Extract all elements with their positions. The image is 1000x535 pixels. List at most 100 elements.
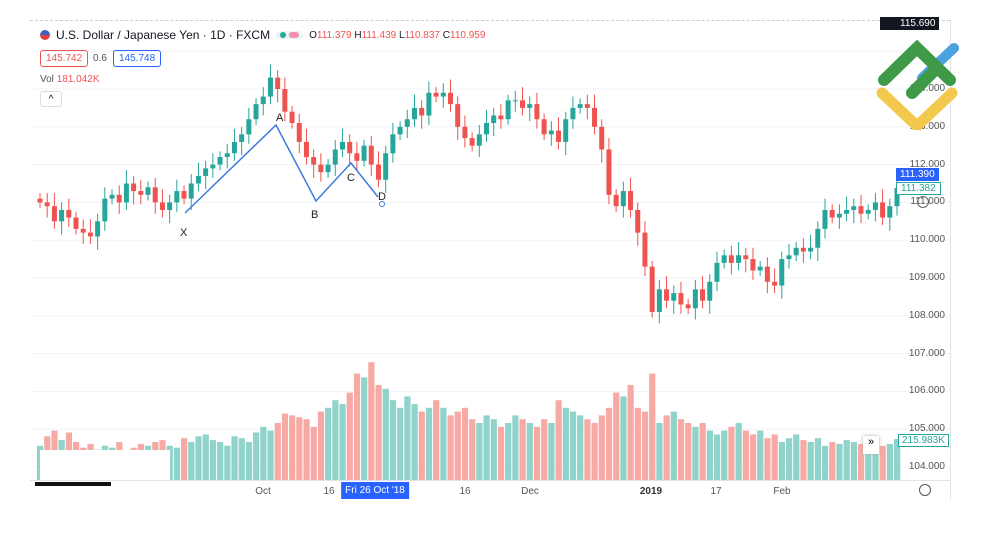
symbol-title[interactable]: U.S. Dollar / Japanese Yen · 1D · FXCM: [56, 28, 271, 42]
volume-bar: [764, 438, 771, 480]
volume-bar: [620, 396, 627, 480]
volume-bar: [469, 419, 476, 480]
price-axis-label: 110.000: [909, 234, 945, 246]
volume-bar: [476, 423, 483, 480]
xabcd-pattern[interactable]: [184, 123, 379, 214]
candle: [599, 126, 605, 150]
volume-bar: [641, 411, 649, 480]
volume-bar: [713, 434, 721, 480]
volume-bar: [281, 413, 289, 480]
volume-bar: [526, 423, 533, 480]
candle: [325, 164, 331, 173]
candle: [815, 228, 821, 248]
volume-bar: [807, 442, 814, 480]
candle: [311, 157, 317, 165]
volume-bar: [447, 415, 454, 480]
top-border: [30, 20, 950, 21]
time-label: 16: [323, 486, 335, 497]
volume-bar: [699, 423, 706, 480]
volume-bar: [505, 423, 512, 480]
candle: [66, 209, 72, 218]
volume-bar: [382, 388, 389, 480]
time-axis-border: [30, 480, 950, 481]
candle: [102, 198, 108, 222]
brand-logo: [876, 39, 959, 130]
candle: [750, 259, 756, 271]
volume-bar: [569, 411, 577, 480]
ohlc-values: O111.379 H111.439 L110.837 C110.959: [309, 29, 486, 41]
candle: [383, 153, 389, 180]
volume-bar: [555, 400, 562, 480]
volume-bar: [411, 404, 418, 480]
volume-bar: [821, 445, 829, 480]
crosshair-time-label: Fri 26 Oct '18: [341, 482, 409, 499]
candle: [145, 187, 151, 195]
collapse-legend-button[interactable]: ^: [40, 91, 62, 107]
volume-bar: [865, 447, 872, 480]
time-label: Oct: [255, 486, 271, 497]
candle: [282, 89, 288, 112]
candle: [419, 107, 425, 116]
pattern-handle[interactable]: [379, 201, 385, 207]
candle: [872, 202, 878, 210]
volume-bar: [375, 385, 382, 480]
candle: [822, 209, 828, 229]
candle: [743, 255, 749, 260]
candle: [484, 123, 490, 135]
candle: [109, 194, 115, 199]
candle: [354, 153, 360, 161]
volume-bar: [289, 415, 296, 480]
volume-bar: [814, 438, 821, 480]
sell-button[interactable]: 145.742: [40, 50, 89, 67]
volume-bar: [771, 434, 778, 480]
market-status-icon[interactable]: [276, 31, 304, 39]
candle: [836, 213, 842, 218]
price-axis-label: 114.000: [909, 83, 945, 94]
candle: [577, 104, 583, 108]
volume-bar: [274, 423, 281, 480]
candle: [275, 77, 281, 89]
pattern-label: X: [180, 227, 188, 239]
symbol-header: U.S. Dollar / Japanese Yen · 1D · FXCM O…: [40, 28, 485, 42]
buy-button[interactable]: 145.748: [113, 50, 162, 67]
volume-bar: [231, 436, 238, 480]
time-label: 16: [459, 486, 471, 497]
candle: [851, 206, 857, 210]
candle: [620, 191, 626, 207]
candle: [347, 141, 353, 154]
candle: [138, 191, 144, 195]
volume-bar: [202, 434, 209, 480]
scroll-right-button[interactable]: »: [863, 436, 879, 454]
candle: [239, 134, 245, 142]
candle: [829, 209, 835, 218]
candle: [188, 183, 194, 199]
volume-bar: [533, 426, 541, 480]
volume-bar: [260, 426, 267, 480]
price-axis-label: 104.000: [908, 461, 945, 472]
volume-bar: [325, 407, 332, 480]
alert-icon[interactable]: [917, 196, 929, 208]
volume-bar: [389, 400, 397, 480]
flag-icon: [40, 30, 50, 40]
candle: [880, 202, 886, 218]
candle: [95, 221, 101, 237]
volume-bar: [843, 440, 850, 480]
candle: [332, 149, 338, 165]
candle: [865, 209, 871, 214]
candle: [296, 123, 302, 142]
candle: [224, 153, 230, 158]
volume-bar: [512, 415, 519, 480]
candle: [368, 145, 374, 165]
candle: [635, 209, 641, 233]
volume-bar: [591, 423, 598, 480]
candle: [318, 164, 324, 173]
candle: [505, 100, 511, 120]
volume-bar: [757, 430, 764, 480]
candle: [613, 194, 619, 207]
candle: [123, 183, 129, 203]
settings-icon[interactable]: [919, 484, 931, 496]
candle: [678, 293, 684, 305]
candle: [584, 104, 590, 108]
time-label: Feb: [773, 486, 791, 497]
